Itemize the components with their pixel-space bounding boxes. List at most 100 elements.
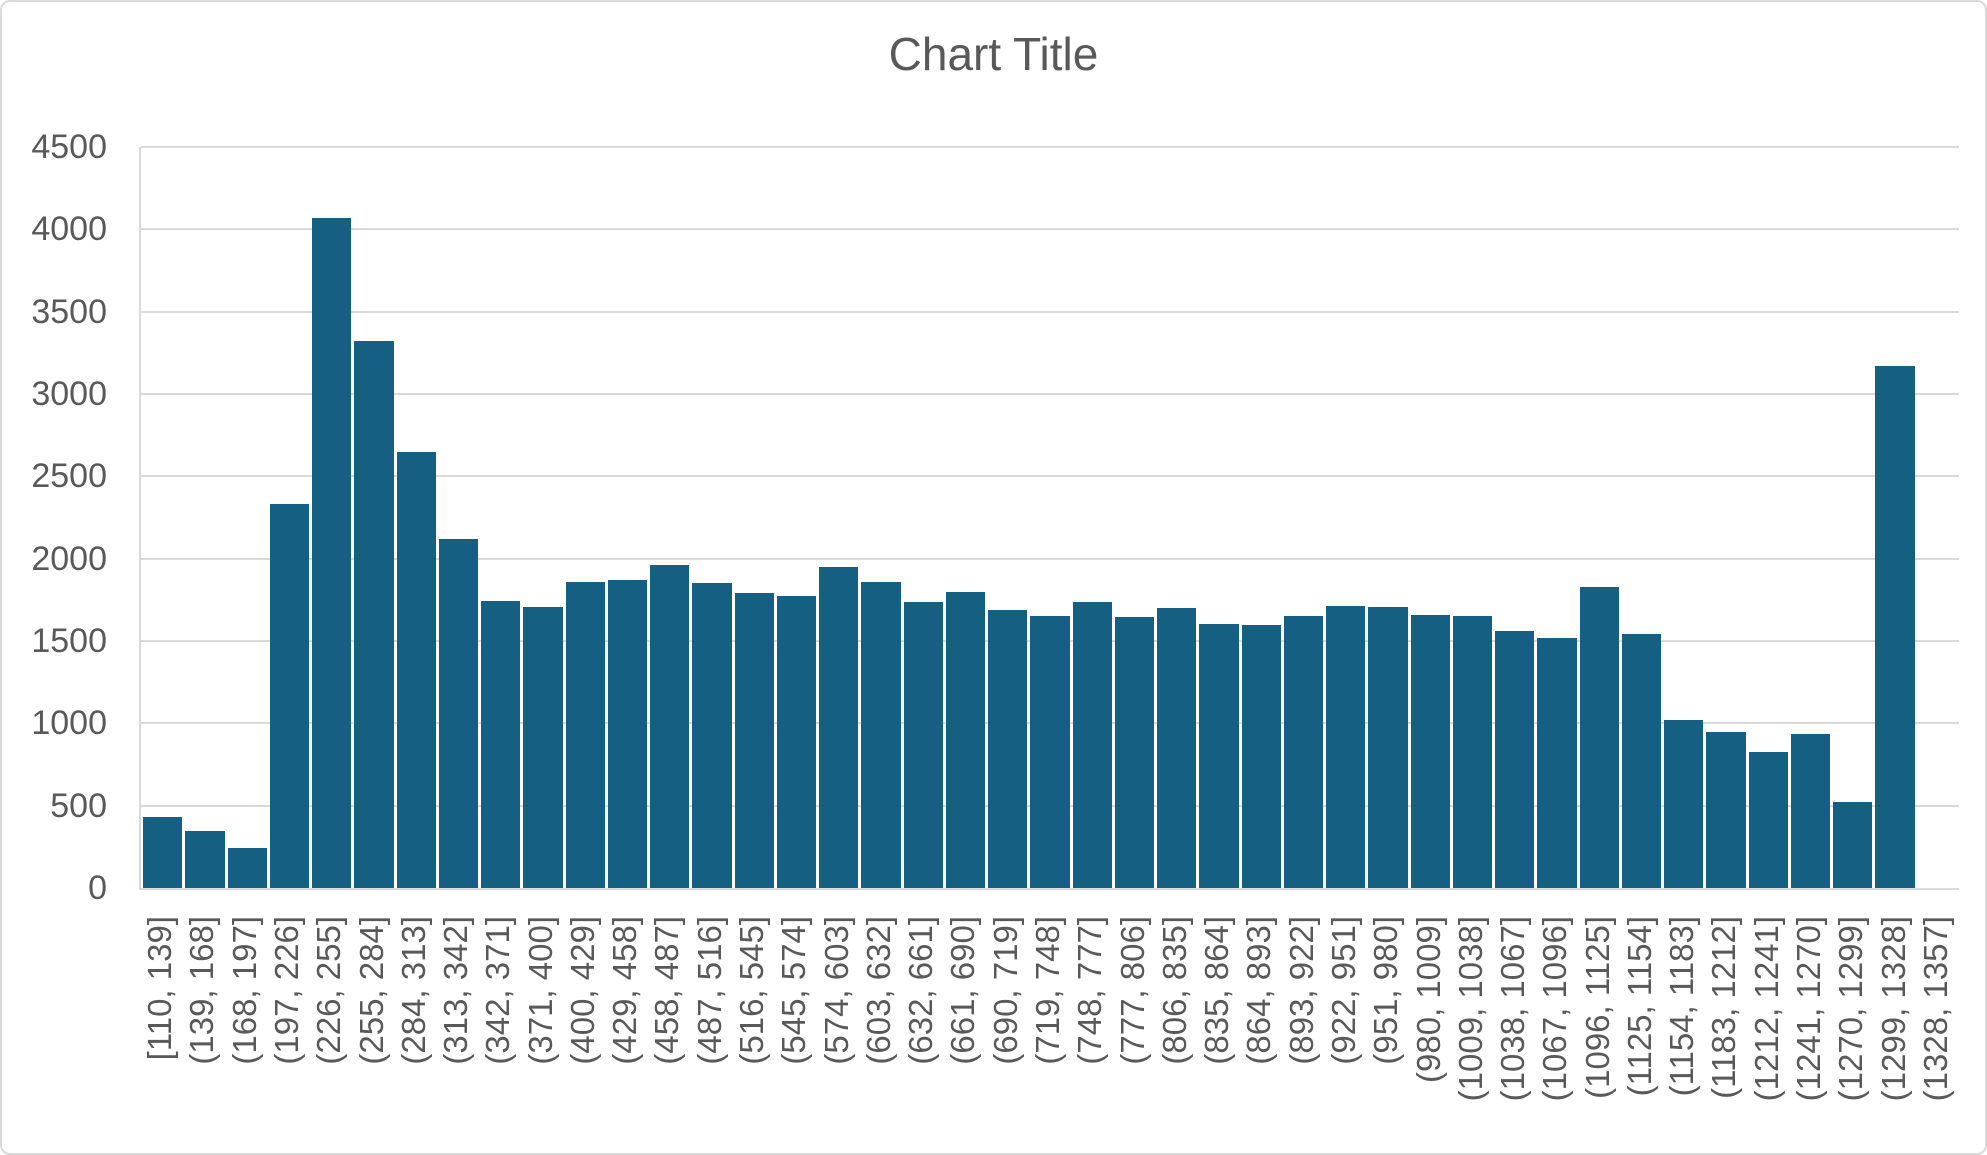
x-tick-label: (226, 255] xyxy=(310,916,348,1065)
x-tick-label: (632, 661] xyxy=(902,916,940,1065)
x-tick-label: [110, 139] xyxy=(141,916,179,1061)
histogram-bar xyxy=(1199,623,1239,888)
x-tick-label: (922, 951] xyxy=(1324,916,1362,1065)
x-tick-label: (951, 980] xyxy=(1367,916,1405,1065)
x-tick-label: (806, 835] xyxy=(1155,916,1193,1065)
histogram-bar xyxy=(1452,616,1492,888)
histogram-bar xyxy=(481,601,521,888)
x-tick-label: (1009, 1038] xyxy=(1451,916,1489,1102)
x-tick-label: (1125, 1154] xyxy=(1620,916,1658,1097)
histogram-bar xyxy=(269,504,309,888)
x-tick-label: (400, 429] xyxy=(563,916,601,1065)
y-tick-label: 3000 xyxy=(31,375,107,413)
histogram-bar xyxy=(1579,586,1619,888)
plot-area xyxy=(139,146,1959,890)
x-tick-label: (574, 603] xyxy=(817,916,855,1065)
x-tick-label: (1096, 1125] xyxy=(1578,916,1616,1099)
x-tick-label: (429, 458] xyxy=(606,916,644,1065)
x-tick-label: (719, 748] xyxy=(1029,916,1066,1065)
y-tick-label: 1000 xyxy=(31,704,107,743)
histogram-bar xyxy=(1326,606,1366,888)
histogram-bar xyxy=(1283,616,1323,888)
histogram-bar xyxy=(988,609,1028,888)
histogram-bar xyxy=(1410,614,1450,888)
x-tick-label: (1038, 1067] xyxy=(1494,916,1532,1102)
histogram-bar xyxy=(312,217,352,888)
y-tick-label: 4500 xyxy=(31,128,107,166)
y-tick-label: 2000 xyxy=(31,539,107,578)
histogram-bar xyxy=(396,451,436,888)
gridline xyxy=(141,228,1959,231)
y-tick-label: 1500 xyxy=(31,622,107,660)
histogram-bar xyxy=(1030,616,1070,888)
y-tick-label: 3500 xyxy=(31,292,107,331)
x-tick-label: (342, 371] xyxy=(479,916,517,1065)
histogram-bar xyxy=(1875,366,1915,888)
gridline xyxy=(141,393,1959,395)
histogram-bar xyxy=(607,580,647,888)
histogram-bar xyxy=(1368,607,1408,888)
histogram-bar xyxy=(945,592,985,888)
x-tick-label: (313, 342] xyxy=(437,916,475,1065)
y-tick-label: 4000 xyxy=(31,210,107,249)
x-tick-label: (284, 313] xyxy=(394,916,432,1065)
x-tick-label: (458, 487] xyxy=(648,916,686,1065)
x-tick-label: (835, 864] xyxy=(1198,916,1236,1065)
x-tick-label: (487, 516] xyxy=(690,916,728,1065)
x-tick-label: (893, 922] xyxy=(1282,916,1320,1065)
x-tick-label: (139, 168] xyxy=(183,916,221,1065)
histogram-bar xyxy=(1621,633,1661,888)
x-tick-label: (371, 400] xyxy=(521,916,559,1065)
histogram-bar xyxy=(143,817,183,888)
histogram-bar xyxy=(1748,752,1788,888)
x-tick-label: (197, 226] xyxy=(267,916,305,1065)
y-tick-label: 500 xyxy=(50,786,107,825)
histogram-bar xyxy=(692,583,732,888)
histogram-bar xyxy=(1114,617,1154,888)
x-tick-label: (1270, 1299] xyxy=(1832,916,1870,1102)
histogram-bar xyxy=(1706,731,1746,888)
gridline xyxy=(141,310,1959,313)
histogram-bar xyxy=(650,565,690,888)
histogram-bar xyxy=(1495,631,1535,888)
histogram-bar xyxy=(1833,802,1873,888)
y-tick-label: 2500 xyxy=(31,457,107,496)
bars-container xyxy=(143,147,1957,888)
x-tick-label: (255, 284] xyxy=(352,916,390,1065)
x-tick-label: (516, 545] xyxy=(733,916,771,1065)
x-tick-label: (661, 690] xyxy=(944,916,982,1065)
x-tick-label: (1299, 1328] xyxy=(1874,916,1912,1102)
histogram-bar xyxy=(1664,720,1704,888)
histogram-bar xyxy=(565,581,605,888)
gridline xyxy=(141,557,1959,560)
x-tick-label: (864, 893] xyxy=(1240,916,1278,1065)
x-tick-label: (1183, 1212] xyxy=(1705,916,1743,1099)
histogram-bar xyxy=(734,593,774,888)
x-tick-label: (1154, 1183] xyxy=(1663,916,1701,1097)
x-tick-label: (690, 719] xyxy=(986,916,1024,1065)
x-tick-label: (777, 806] xyxy=(1113,916,1151,1065)
x-tick-label: (1241, 1270] xyxy=(1790,916,1828,1102)
chart-title: Chart Title xyxy=(888,28,1099,80)
histogram-bar xyxy=(1790,734,1830,888)
x-tick-label: (980, 1009] xyxy=(1409,916,1447,1083)
histogram-bar xyxy=(1241,624,1281,888)
histogram-bar xyxy=(903,602,943,888)
histogram-bar xyxy=(776,595,816,888)
histogram-bar xyxy=(523,607,563,888)
histogram-bar xyxy=(227,847,267,888)
gridline xyxy=(141,475,1959,478)
x-tick-label: (1067, 1096] xyxy=(1536,916,1574,1102)
y-tick-label: 0 xyxy=(88,869,107,907)
histogram-bar xyxy=(819,566,859,888)
histogram-bar xyxy=(438,538,478,888)
histogram-bar xyxy=(861,581,901,888)
histogram-bar xyxy=(1157,608,1197,888)
histogram-bar xyxy=(1537,637,1577,888)
gridline xyxy=(141,146,1959,148)
x-tick-label: (168, 197] xyxy=(225,916,263,1065)
histogram-bar xyxy=(354,341,394,888)
x-tick-label: (545, 574] xyxy=(775,916,813,1065)
x-tick-label: (748, 777] xyxy=(1071,916,1109,1065)
